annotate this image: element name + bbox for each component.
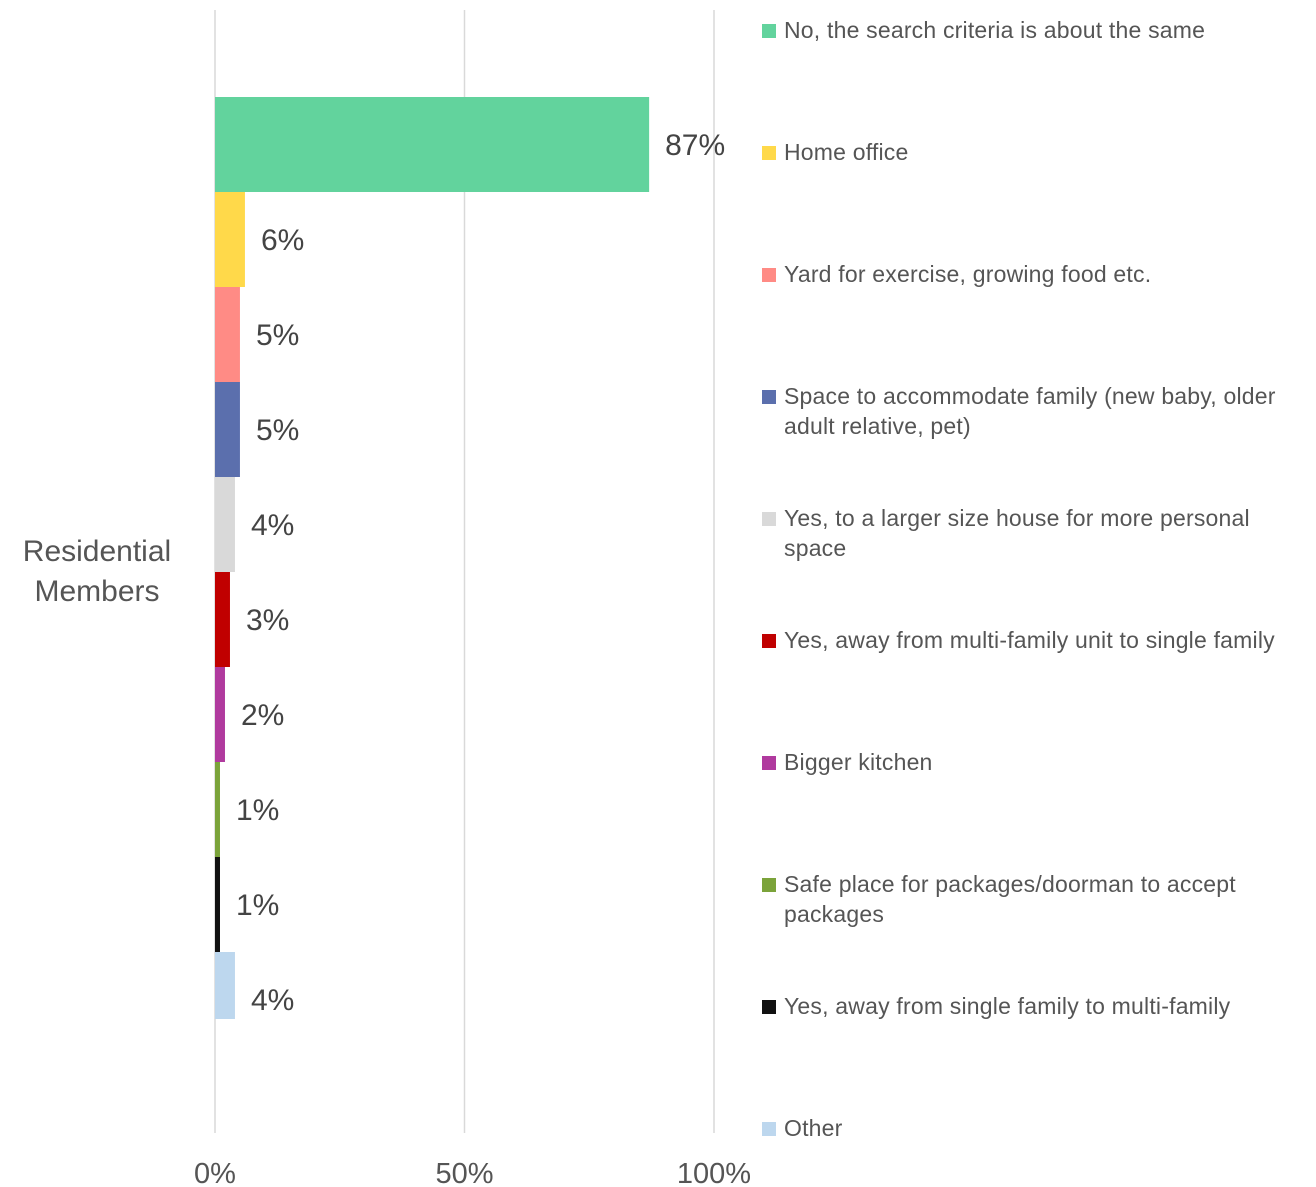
bar bbox=[215, 477, 235, 572]
legend: No, the search criteria is about the sam… bbox=[762, 0, 1314, 1187]
legend-label: Bigger kitchen bbox=[784, 749, 933, 775]
legend-item: Bigger kitchen bbox=[762, 747, 1314, 777]
legend-item: Yes, away from single family to multi-fa… bbox=[762, 991, 1314, 1021]
legend-swatch bbox=[762, 24, 776, 38]
bar bbox=[215, 572, 230, 667]
legend-label: Space to accommodate family (new baby, o… bbox=[784, 383, 1276, 439]
legend-swatch bbox=[762, 512, 776, 526]
bar-chart: 87% 6% 5% 5% 4% 3% 2% 1% 1% 4% 0% 50% 100% Resident… bbox=[23, 10, 751, 1187]
legend-swatch bbox=[762, 756, 776, 770]
data-label: 1% bbox=[236, 794, 279, 827]
legend-label: Yes, away from multi-family unit to sing… bbox=[784, 627, 1275, 653]
legend-swatch bbox=[762, 878, 776, 892]
category-label-line-2: Members bbox=[34, 575, 159, 608]
bars bbox=[215, 97, 650, 1019]
legend-item: Yard for exercise, growing food etc. bbox=[762, 259, 1314, 289]
bar bbox=[215, 287, 240, 382]
bar bbox=[215, 952, 235, 1019]
x-tick-label: 50% bbox=[435, 1158, 493, 1187]
legend-item: Space to accommodate family (new baby, o… bbox=[762, 381, 1314, 441]
bar bbox=[215, 97, 650, 192]
data-labels: 87% 6% 5% 5% 4% 3% 2% 1% 1% 4% bbox=[236, 129, 725, 1017]
data-label: 4% bbox=[251, 509, 294, 542]
data-label: 6% bbox=[261, 224, 304, 257]
legend-item: Other bbox=[762, 1113, 1314, 1143]
legend-swatch bbox=[762, 634, 776, 648]
legend-item: Safe place for packages/doorman to accep… bbox=[762, 869, 1314, 929]
bar bbox=[215, 192, 245, 287]
legend-item: Yes, to a larger size house for more per… bbox=[762, 503, 1314, 563]
x-tick-label: 100% bbox=[677, 1158, 751, 1187]
legend-item: No, the search criteria is about the sam… bbox=[762, 15, 1314, 45]
bar bbox=[215, 857, 220, 952]
legend-item: Yes, away from multi-family unit to sing… bbox=[762, 625, 1314, 655]
legend-label: Yes, to a larger size house for more per… bbox=[784, 505, 1250, 561]
legend-swatch bbox=[762, 1000, 776, 1014]
legend-label: Yard for exercise, growing food etc. bbox=[784, 261, 1152, 287]
x-tick-label: 0% bbox=[194, 1158, 236, 1187]
legend-label: Yes, away from single family to multi-fa… bbox=[784, 993, 1231, 1019]
legend-item: Home office bbox=[762, 137, 1314, 167]
data-label: 1% bbox=[236, 889, 279, 922]
data-label: 3% bbox=[246, 604, 289, 637]
data-label: 5% bbox=[256, 414, 299, 447]
data-label: 4% bbox=[251, 984, 294, 1017]
data-label: 2% bbox=[241, 699, 284, 732]
bar bbox=[215, 382, 240, 477]
legend-swatch bbox=[762, 390, 776, 404]
legend-swatch bbox=[762, 1122, 776, 1136]
legend-label: Other bbox=[784, 1115, 843, 1141]
data-label: 5% bbox=[256, 319, 299, 352]
data-label: 87% bbox=[665, 129, 725, 162]
bar bbox=[215, 762, 220, 857]
legend-label: Home office bbox=[784, 139, 909, 165]
legend-label: No, the search criteria is about the sam… bbox=[784, 17, 1206, 43]
legend-swatch bbox=[762, 268, 776, 282]
legend-label: Safe place for packages/doorman to accep… bbox=[784, 871, 1236, 927]
legend-swatch bbox=[762, 146, 776, 160]
x-axis-tick-labels: 0% 50% 100% bbox=[194, 1158, 751, 1187]
bar bbox=[215, 667, 225, 762]
category-label-line-1: Residential bbox=[23, 535, 171, 568]
